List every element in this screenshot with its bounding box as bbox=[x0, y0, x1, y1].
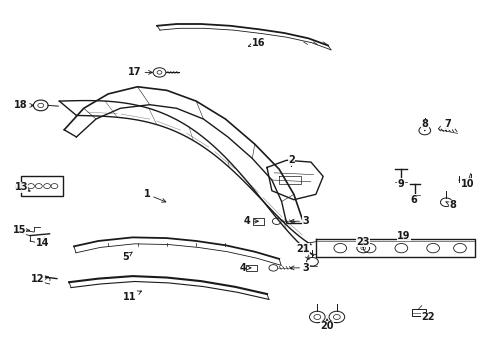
Text: 10: 10 bbox=[461, 179, 474, 189]
Text: 9: 9 bbox=[398, 179, 405, 189]
Text: 14: 14 bbox=[35, 237, 49, 248]
Text: 4: 4 bbox=[239, 263, 251, 273]
Text: 20: 20 bbox=[320, 319, 334, 331]
Text: 3: 3 bbox=[290, 216, 310, 226]
Text: 4: 4 bbox=[244, 216, 258, 226]
Text: 2: 2 bbox=[288, 155, 295, 167]
Text: 12: 12 bbox=[30, 274, 49, 284]
Text: 11: 11 bbox=[123, 291, 142, 302]
Text: 18: 18 bbox=[14, 100, 34, 111]
Text: 8: 8 bbox=[446, 200, 456, 210]
Text: 6: 6 bbox=[410, 195, 417, 205]
Text: 7: 7 bbox=[444, 120, 451, 131]
Text: 3: 3 bbox=[290, 263, 310, 273]
Text: 17: 17 bbox=[128, 67, 152, 77]
Text: 5: 5 bbox=[122, 252, 132, 262]
Text: 8: 8 bbox=[421, 120, 428, 131]
Text: 22: 22 bbox=[421, 312, 435, 322]
Text: 1: 1 bbox=[144, 189, 166, 202]
Text: 16: 16 bbox=[248, 38, 266, 48]
Text: 23: 23 bbox=[357, 237, 370, 248]
Text: 21: 21 bbox=[296, 244, 309, 259]
Text: 19: 19 bbox=[397, 231, 411, 240]
Text: 13: 13 bbox=[15, 182, 30, 192]
Text: 15: 15 bbox=[13, 225, 29, 235]
